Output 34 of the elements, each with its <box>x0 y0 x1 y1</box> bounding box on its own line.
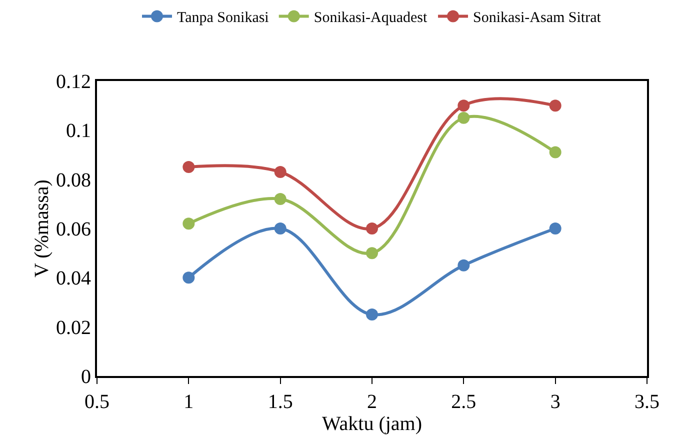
point <box>458 112 470 124</box>
x-tick-label: 1.5 <box>268 391 293 413</box>
point <box>274 193 286 205</box>
y-tick-label: 0.08 <box>56 169 91 192</box>
y-tick-label: 0 <box>81 366 91 388</box>
legend-label: Tanpa Sonikasi <box>177 10 269 26</box>
legend-label: Sonikasi-Asam Sitrat <box>473 10 602 26</box>
y-tick-label: 0.06 <box>56 218 91 240</box>
x-tick-label: 1 <box>184 391 194 413</box>
point <box>182 272 195 284</box>
x-tick-label: 2 <box>367 391 377 413</box>
y-tick-label: 0.04 <box>56 268 91 290</box>
point <box>366 247 378 260</box>
point <box>549 146 562 158</box>
y-tick-label: 0.02 <box>56 316 91 339</box>
point <box>549 100 562 112</box>
point <box>366 222 378 234</box>
legend-label: Sonikasi-Aquadest <box>314 10 428 26</box>
point <box>182 218 195 230</box>
y-tick-label: 0.12 <box>56 71 91 93</box>
x-tick-label: 0.5 <box>84 391 110 413</box>
x-tick-label: 3.5 <box>634 391 660 413</box>
point <box>458 100 470 112</box>
x-tick-label: 3 <box>550 391 560 413</box>
x-tick-label: 2.5 <box>451 391 476 413</box>
point <box>366 308 378 321</box>
y-tick-label: 0.1 <box>66 120 91 142</box>
point <box>274 166 286 178</box>
point <box>458 259 470 272</box>
point <box>274 222 286 234</box>
x-axis-title: Waktu (jam) <box>322 413 422 435</box>
point <box>549 222 562 234</box>
y-axis-title: V (%massa) <box>31 180 53 278</box>
point <box>182 161 195 174</box>
